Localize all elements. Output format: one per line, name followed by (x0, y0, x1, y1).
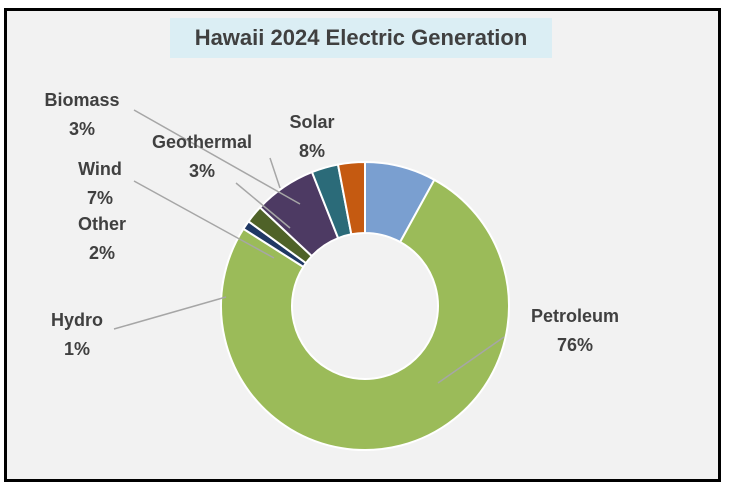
label-petroleum-value: 76% (557, 335, 593, 355)
label-hydro-category: Hydro (51, 310, 103, 330)
label-petroleum-category: Petroleum (531, 306, 619, 326)
slice-biomass (336, 160, 366, 236)
label-solar-category: Solar (289, 112, 334, 132)
leader-line-biomass (133, 109, 301, 205)
label-biomass-category: Biomass (44, 90, 119, 110)
label-other-value: 2% (89, 243, 115, 263)
leader-line-petroleum (437, 336, 505, 384)
slice-petroleum (220, 178, 510, 451)
label-hydro-value: 1% (64, 339, 90, 359)
chart-title: Hawaii 2024 Electric Generation (170, 18, 552, 58)
leader-line-wind (133, 180, 275, 259)
label-biomass-value: 3% (69, 119, 95, 139)
leader-line-solar (269, 157, 281, 189)
label-wind-category: Wind (78, 159, 122, 179)
label-other-category: Other (78, 214, 126, 234)
leader-line-hydro (113, 296, 227, 330)
label-wind-value: 7% (87, 188, 113, 208)
label-geothermal-value: 3% (189, 161, 215, 181)
label-geothermal-category: Geothermal (152, 132, 252, 152)
leader-line-geothermal (235, 182, 291, 229)
label-solar-value: 8% (299, 141, 325, 161)
